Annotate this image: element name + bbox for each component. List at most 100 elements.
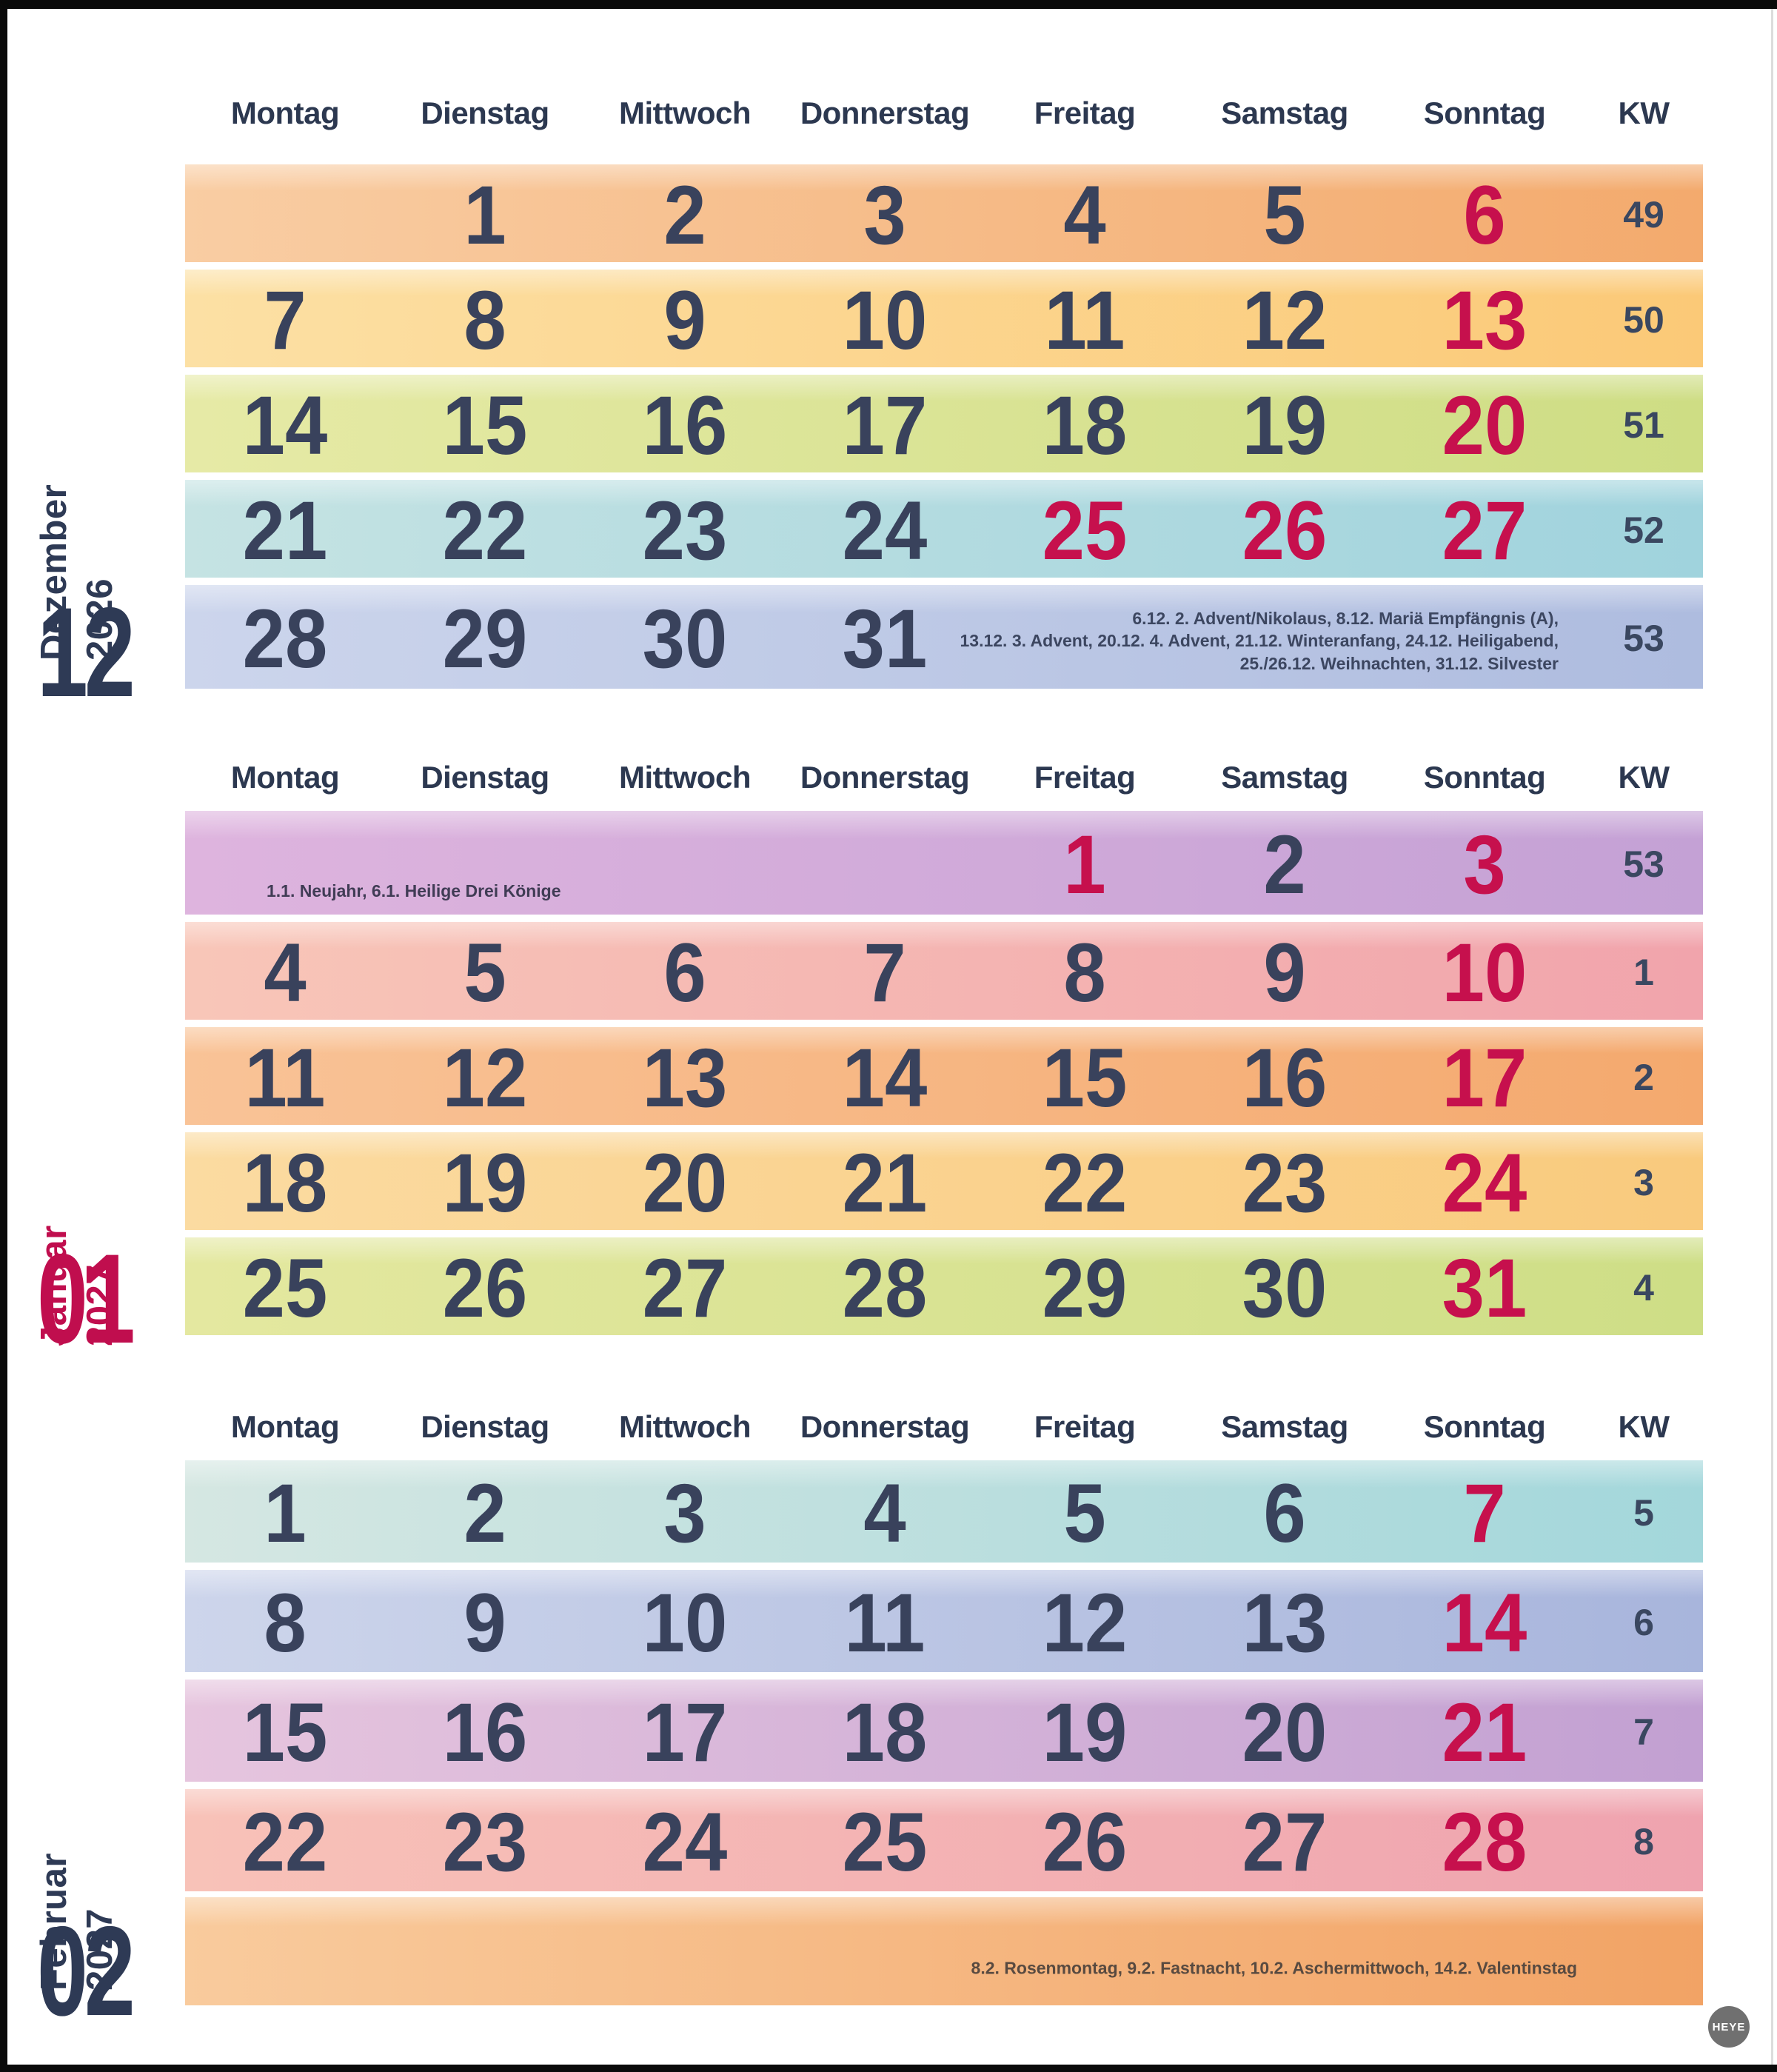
date-cell: 1 xyxy=(264,1467,307,1560)
date-cell: 12 xyxy=(1042,1577,1128,1669)
calendar-week-row-kw-3: 18 19 20 21 22 23 24 3 xyxy=(185,1132,1703,1230)
date-cell: 10 xyxy=(842,274,928,367)
calendar-week-row-kw-49: 1 2 3 4 5 6 49 xyxy=(185,164,1703,262)
calendar-week-row-kw-50: 7 8 9 10 11 12 13 50 xyxy=(185,270,1703,367)
date-cell: 10 xyxy=(1442,926,1527,1019)
date-cell: 18 xyxy=(842,1686,928,1779)
date-cell: 7 xyxy=(1463,1467,1506,1560)
weekday-header-donnerstag: Donnerstag xyxy=(800,96,970,130)
weekday-header-sonntag: Sonntag xyxy=(1423,760,1546,795)
weekday-header-montag: Montag xyxy=(230,96,340,130)
date-cell: 18 xyxy=(1042,379,1128,472)
calendar-week-row-kw-8: 22 23 24 25 26 27 28 8 xyxy=(185,1789,1703,1891)
calendar-week-row-kw-51: 14 15 16 17 18 19 20 51 xyxy=(185,375,1703,472)
calendar-week-row-kw-2: 11 12 13 14 15 16 17 2 xyxy=(185,1027,1703,1125)
date-cell: 6 xyxy=(1263,1467,1306,1560)
date-cell: 24 xyxy=(642,1796,728,1888)
weekday-header-dienstag: Dienstag xyxy=(421,760,549,795)
date-cell: 22 xyxy=(242,1796,328,1888)
date-cell xyxy=(193,860,377,865)
date-cell: 8 xyxy=(1063,926,1106,1019)
date-cell: 5 xyxy=(1063,1467,1106,1560)
date-cell: 13 xyxy=(1242,1577,1328,1669)
date-cell xyxy=(1193,1949,1376,1954)
kw-cell: 3 xyxy=(1633,1162,1654,1203)
date-cell: 11 xyxy=(1044,274,1125,367)
kw-cell: 1 xyxy=(1633,952,1654,993)
date-cell xyxy=(193,211,377,215)
weekday-header-samstag: Samstag xyxy=(1221,96,1348,130)
date-cell: 28 xyxy=(1442,1796,1527,1888)
holiday-note-line: 8.2. Rosenmontag, 9.2. Fastnacht, 10.2. … xyxy=(971,1959,1577,1979)
weekday-header-montag: Montag xyxy=(230,1409,340,1444)
date-cell: 17 xyxy=(642,1686,728,1779)
date-cell: 7 xyxy=(863,926,906,1019)
weekday-header-mittwoch: Mittwoch xyxy=(619,1409,751,1444)
weekday-header-freitag: Freitag xyxy=(1034,760,1136,795)
date-cell: 22 xyxy=(1042,1137,1128,1229)
date-cell xyxy=(393,860,577,865)
kw-cell: 49 xyxy=(1623,194,1664,235)
month-big-number-12: 12 xyxy=(37,581,135,723)
holiday-note-line: 6.12. 2. Advent/Nikolaus, 8.12. Mariä Em… xyxy=(1132,608,1559,628)
date-cell xyxy=(193,1949,377,1954)
calendar-week-row-kw-1: 4 5 6 7 8 9 10 1 xyxy=(185,922,1703,1020)
holiday-note-line: 13.12. 3. Advent, 20.12. 4. Advent, 21.1… xyxy=(960,631,1559,651)
calendar-week-row-kw-7: 15 16 17 18 19 20 21 7 xyxy=(185,1680,1703,1782)
date-cell: 19 xyxy=(1042,1686,1128,1779)
page-edge-top xyxy=(0,0,1777,9)
date-cell: 24 xyxy=(842,484,928,577)
date-cell: 21 xyxy=(242,484,328,577)
date-cell: 18 xyxy=(242,1137,328,1229)
weekday-header-samstag: Samstag xyxy=(1221,760,1348,795)
date-cell: 15 xyxy=(242,1686,328,1779)
weekday-header-montag: Montag xyxy=(230,760,340,795)
date-cell: 12 xyxy=(442,1032,528,1124)
date-cell: 31 xyxy=(1442,1242,1527,1334)
date-cell: 6 xyxy=(663,926,706,1019)
date-cell: 14 xyxy=(1442,1577,1527,1669)
date-cell: 3 xyxy=(863,169,906,261)
kw-cell: 8 xyxy=(1633,1821,1654,1862)
kw-header: KW xyxy=(1618,1409,1670,1444)
kw-header: KW xyxy=(1618,760,1670,795)
kw-cell: 7 xyxy=(1633,1711,1654,1753)
page-edge-bottom xyxy=(0,2065,1777,2072)
weekday-header-dienstag: Dienstag xyxy=(421,1409,549,1444)
holiday-note-strip: 8.2. Rosenmontag, 9.2. Fastnacht, 10.2. … xyxy=(185,1897,1703,2005)
date-cell: 3 xyxy=(663,1467,706,1560)
date-cell: 25 xyxy=(242,1242,328,1334)
date-cell: 4 xyxy=(1063,169,1106,261)
month-big-number-01: 01 xyxy=(37,1228,135,1370)
date-cell: 25 xyxy=(1042,484,1128,577)
date-cell: 23 xyxy=(1242,1137,1328,1229)
date-cell: 19 xyxy=(1242,379,1328,472)
date-cell xyxy=(393,1949,577,1954)
date-cell: 2 xyxy=(464,1467,506,1560)
date-cell: 5 xyxy=(1263,169,1306,261)
date-cell: 10 xyxy=(642,1577,728,1669)
date-cell: 27 xyxy=(1442,484,1527,577)
weekday-header-donnerstag: Donnerstag xyxy=(800,1409,970,1444)
date-cell: 14 xyxy=(242,379,328,472)
heye-logo: HEYE xyxy=(1708,2006,1750,2048)
kw-cell: 53 xyxy=(1623,843,1664,885)
date-cell: 16 xyxy=(442,1686,528,1779)
date-cell: 15 xyxy=(442,379,528,472)
date-cell: 9 xyxy=(663,274,706,367)
date-cell: 28 xyxy=(242,592,328,685)
holiday-note: 6.12. 2. Advent/Nikolaus, 8.12. Mariä Em… xyxy=(960,607,1559,675)
kw-cell xyxy=(1584,1950,1703,1953)
weekday-header-samstag: Samstag xyxy=(1221,1409,1348,1444)
date-cell: 3 xyxy=(1463,818,1506,911)
calendar-week-row-kw-53: 28 29 30 31 53 6.12. 2. Advent/Nikolaus, 8.12… xyxy=(185,585,1703,689)
date-cell: 26 xyxy=(1042,1796,1128,1888)
heye-logo-text: HEYE xyxy=(1712,2020,1746,2033)
holiday-note-line: 25./26.12. Weihnachten, 31.12. Silvester xyxy=(1239,653,1559,673)
date-cell: 30 xyxy=(642,592,728,685)
date-cell xyxy=(793,860,977,865)
date-cell: 1 xyxy=(464,169,506,261)
date-cell: 28 xyxy=(842,1242,928,1334)
date-cell: 4 xyxy=(264,926,307,1019)
